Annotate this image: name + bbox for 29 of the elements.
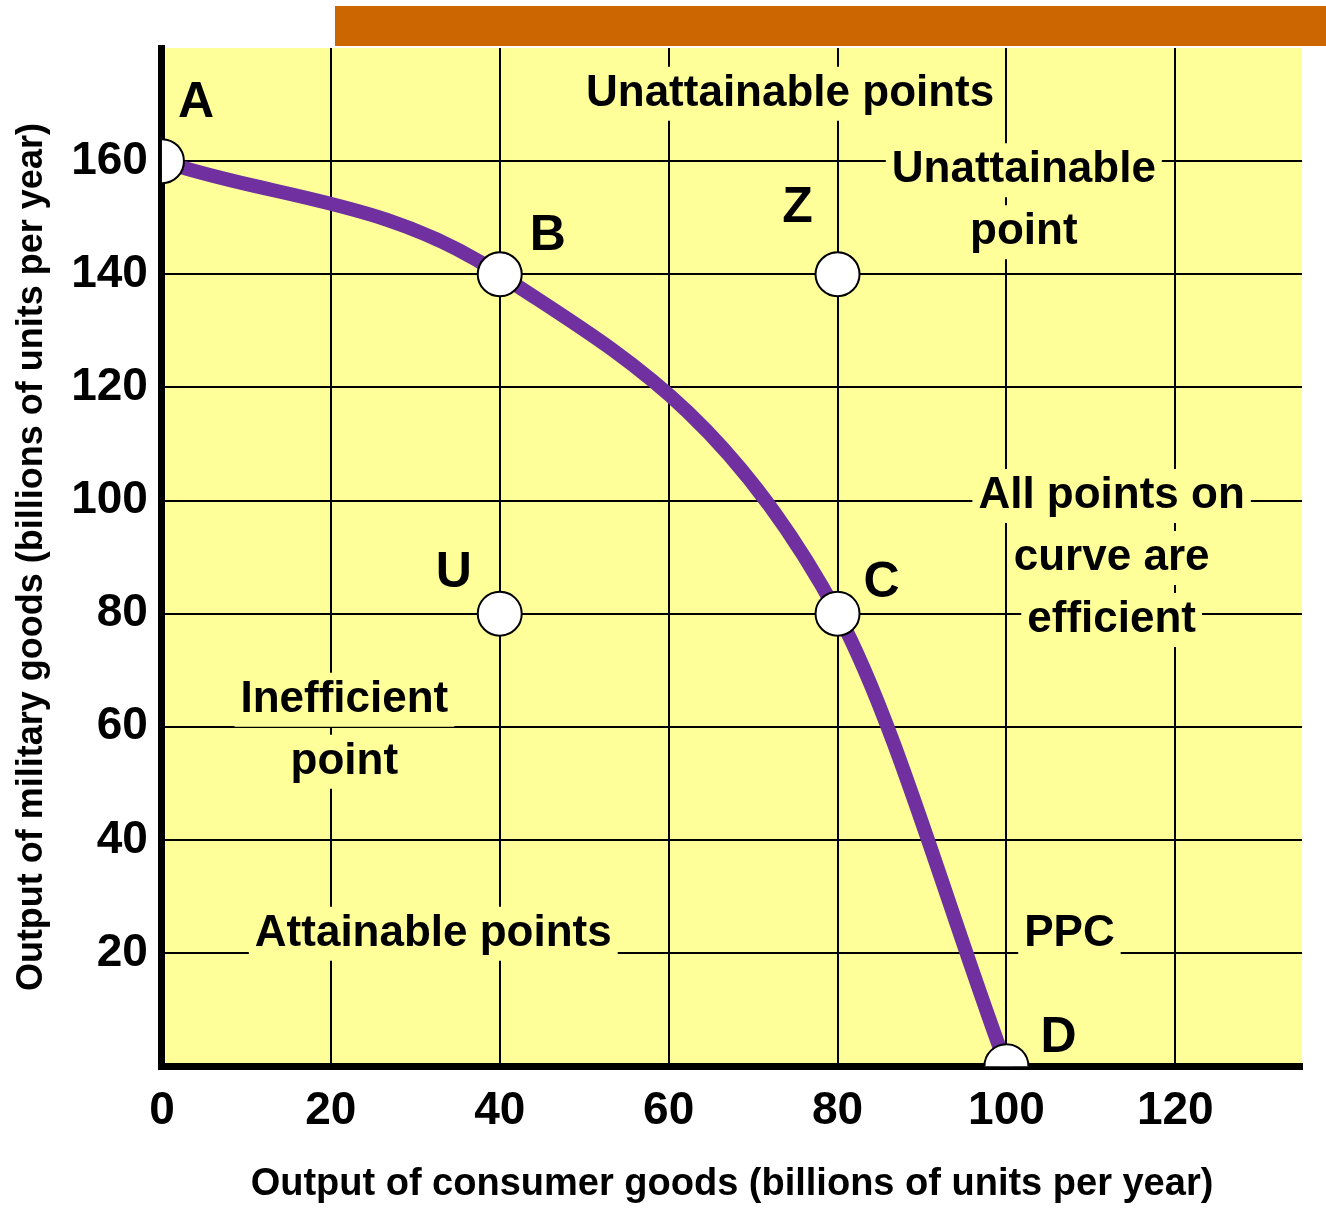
annotation: A [177,71,214,128]
annotation: Unattainable points [585,65,995,115]
y-tick-label: 80 [96,584,148,637]
annotation: All points on curve are efficient [978,468,1245,642]
y-axis-title: Output of military goods (billions of units per year) [8,123,50,992]
y-tick-label: 60 [96,697,148,750]
x-axis-title: Output of consumer goods (billions of units per year) [250,1160,1214,1203]
x-tick-label: 20 [305,1082,357,1135]
y-tick-label: 120 [71,358,148,411]
annotation: B [529,205,566,262]
annotation: Z [782,177,813,234]
x-tick-label: 120 [1136,1082,1214,1135]
annotation: C [863,552,900,609]
y-tick-label: 160 [71,131,148,184]
annotation: PPC [1024,905,1115,955]
y-tick-label: 20 [96,923,148,976]
x-tick-label: 40 [474,1082,526,1135]
x-tick-label: 60 [643,1082,695,1135]
y-tick-label: 140 [71,244,148,297]
annotation: Unattainable point [891,142,1156,254]
annotation: Attainable points [254,905,612,955]
x-tick-label: 0 [149,1082,175,1135]
annotation: U [435,542,472,599]
y-tick-label: 40 [96,810,148,863]
y-tick-label: 100 [71,471,148,524]
x-tick-label: 100 [968,1082,1045,1135]
annotation: D [1040,1006,1077,1063]
annotation: Inefficient point [240,671,449,783]
x-tick-label: 80 [811,1082,864,1135]
